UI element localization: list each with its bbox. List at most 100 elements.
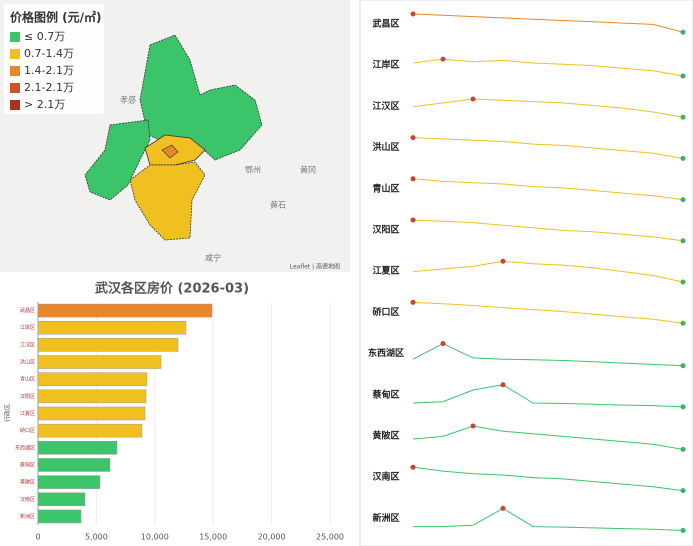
last-point <box>680 114 686 120</box>
y-tick-label: 江岸区 <box>20 324 35 331</box>
bar <box>37 475 101 489</box>
sparkline-panel <box>359 0 693 546</box>
max-point <box>470 423 476 429</box>
sparkline <box>412 219 684 242</box>
x-tick-label: 25,000 <box>316 533 344 542</box>
last-point <box>680 528 686 533</box>
series-name: 武昌区 <box>372 18 399 30</box>
max-point <box>500 505 506 511</box>
map-region <box>84 119 151 201</box>
sparkline <box>412 425 684 450</box>
bar <box>37 458 111 472</box>
legend-label: 1.4-2.1万 <box>24 64 74 77</box>
last-point <box>680 404 686 410</box>
y-tick-label: 硚口区 <box>20 427 35 434</box>
legend-label: > 2.1万 <box>24 98 65 111</box>
max-point <box>410 299 416 305</box>
sparkline <box>412 98 684 118</box>
max-point <box>470 96 476 102</box>
bar <box>37 492 86 507</box>
series-name: 东西湖区 <box>368 347 404 359</box>
x-tick-label: 5,000 <box>85 533 108 542</box>
sparkline <box>412 384 684 408</box>
last-point <box>680 488 686 494</box>
x-tick-label: 0 <box>35 533 40 542</box>
bar <box>37 406 146 421</box>
sparkline <box>412 13 684 33</box>
bar <box>37 423 143 438</box>
series-name: 黄陂区 <box>372 430 399 442</box>
max-point <box>410 176 416 182</box>
last-point <box>680 446 686 452</box>
series-name: 青山区 <box>372 182 399 194</box>
legend-label: ≤ 0.7万 <box>24 30 65 43</box>
bar <box>37 389 147 404</box>
legend-box <box>4 4 104 114</box>
sparkline <box>412 260 684 283</box>
last-point <box>680 29 686 35</box>
legend-swatch <box>10 83 20 93</box>
sparkline <box>412 137 684 159</box>
chart-title: 武汉各区房价 (2026-03) <box>95 281 249 297</box>
bar <box>37 320 187 335</box>
map-place: 鄂州 <box>245 166 261 175</box>
legend-title: 价格图例 (元/㎡) <box>10 10 102 25</box>
sparkline <box>412 58 684 77</box>
max-point <box>440 56 446 62</box>
legend-label: 0.7-1.4万 <box>24 47 74 60</box>
y-tick-label: 洪山区 <box>20 359 35 366</box>
series-name: 新洲区 <box>372 512 399 524</box>
legend-swatch <box>10 49 20 59</box>
y-tick-label: 汉阳区 <box>20 393 35 400</box>
map-place: 黄石 <box>270 200 286 210</box>
last-point <box>680 238 686 244</box>
last-point <box>680 320 686 326</box>
y-tick-label: 黄陂区 <box>20 479 35 486</box>
map-region <box>139 34 263 161</box>
y-tick-label: 东西湖区 <box>15 444 35 451</box>
y-tick-label: 汉南区 <box>20 496 35 503</box>
series-name: 汉南区 <box>372 471 399 483</box>
max-point <box>410 11 416 17</box>
bar <box>37 338 179 352</box>
max-point <box>500 258 506 264</box>
y-axis-label: 行政区 <box>4 404 12 422</box>
series-name: 洪山区 <box>372 141 399 153</box>
series-name: 硚口区 <box>372 306 399 318</box>
y-tick-label: 青山区 <box>20 376 35 383</box>
bar <box>37 509 82 524</box>
series-name: 江岸区 <box>372 59 399 71</box>
legend-swatch <box>10 66 20 76</box>
map-place: 咸宁 <box>205 253 221 263</box>
y-tick-label: 江夏区 <box>20 410 35 417</box>
bar <box>37 355 162 369</box>
y-tick-label: 新洲区 <box>20 513 35 520</box>
last-point <box>680 363 686 369</box>
series-name: 汉阳区 <box>372 224 399 236</box>
bar <box>37 372 148 386</box>
y-tick-label: 江汉区 <box>20 341 35 348</box>
bar <box>37 303 213 318</box>
last-point <box>680 73 686 79</box>
sparkline <box>412 343 684 367</box>
map-attribution: Leaflet | 高德地图 <box>290 263 340 271</box>
last-point <box>680 197 686 203</box>
map-place: 黄冈 <box>300 165 316 175</box>
legend-swatch <box>10 32 20 42</box>
sparkline <box>413 507 684 531</box>
map-place: 孝感 <box>120 95 136 105</box>
legend-label: 2.1-2.1万 <box>24 81 74 94</box>
last-point <box>680 279 686 285</box>
sparkline <box>412 466 684 492</box>
series-name: 江汉区 <box>372 100 399 112</box>
map-region <box>161 144 179 159</box>
series-name: 蔡甸区 <box>371 388 399 400</box>
map-region <box>129 161 206 241</box>
y-tick-label: 武昌区 <box>20 307 35 314</box>
bar <box>37 441 118 455</box>
y-tick-label: 蔡甸区 <box>20 461 35 468</box>
legend-swatch <box>10 100 20 110</box>
max-point <box>440 341 446 347</box>
max-point <box>410 464 416 470</box>
